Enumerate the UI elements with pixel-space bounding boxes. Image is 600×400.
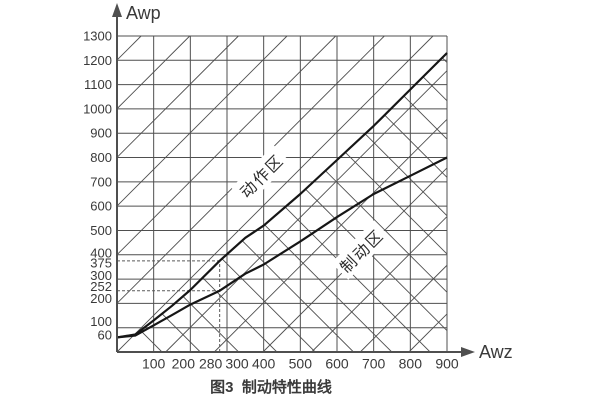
y-tick-label: 300 — [90, 268, 112, 283]
hatch-line-positive — [408, 313, 448, 353]
y-tick-label: 1000 — [83, 101, 112, 116]
x-tick-label: 400 — [252, 356, 276, 372]
y-tick-label: 200 — [90, 291, 112, 306]
hatch-line-positive — [116, 35, 191, 110]
x-tick-label: 500 — [289, 356, 313, 372]
y-tick-label: 1300 — [83, 29, 112, 44]
hatch-line-negative — [117, 53, 163, 352]
hatch-line-negative — [117, 53, 316, 352]
figure-caption: 图3 制动特性曲线 — [210, 379, 332, 396]
hatch-line-negative — [266, 53, 447, 352]
y-tick-label: 700 — [90, 174, 112, 189]
x-tick-label: 600 — [325, 356, 349, 372]
y-tick-label: 60 — [98, 327, 112, 342]
hatch-line-negative — [117, 53, 431, 352]
x-tick-label: 200 — [172, 356, 196, 372]
y-tick-label: 1100 — [84, 77, 112, 92]
axes — [112, 3, 475, 357]
x-axis-title: Awz — [479, 342, 513, 362]
y-tick-label: 500 — [90, 223, 112, 238]
y-tick-label: 600 — [90, 199, 112, 214]
x-tick-label: 300 — [225, 356, 249, 372]
y-axis-arrowhead — [112, 3, 122, 17]
hatch-line-positive — [116, 35, 288, 207]
hatch-line-positive — [116, 35, 434, 353]
y-axis-title: Awp — [126, 3, 161, 23]
x-axis-arrowhead — [461, 347, 475, 357]
hatch-line-positive — [116, 35, 142, 61]
hatch-line-negative — [228, 53, 447, 352]
hatch-line-positive — [116, 35, 337, 256]
hatch-line-negative — [305, 53, 447, 352]
upper-curve-action-boundary — [116, 52, 448, 339]
y-tick-label: 252 — [90, 279, 112, 294]
x-tick-labels: 100 200 280 300 400 500 600 700 800 900 — [142, 356, 459, 372]
hatch-line-positive — [213, 118, 448, 353]
grid-lines — [117, 35, 448, 352]
y-tick-label: 1200 — [83, 53, 112, 68]
hatch-line-positive — [165, 70, 448, 353]
y-tick-label: 900 — [90, 126, 112, 141]
hatch-line-positive — [116, 35, 239, 158]
x-tick-label: 800 — [399, 356, 423, 372]
lower-curve-braking-boundary — [116, 156, 448, 339]
hatch-line-positive — [359, 264, 448, 353]
y-tick-label: 375 — [90, 255, 112, 270]
diagonal-hatch-positive — [116, 35, 448, 353]
x-tick-label: 700 — [362, 356, 386, 372]
x-tick-label: 100 — [142, 356, 166, 372]
hatch-line-negative — [117, 53, 239, 352]
hatch-line-negative — [117, 53, 278, 352]
hatch-line-negative — [117, 53, 393, 352]
dashed-reference-lines — [117, 260, 221, 352]
y-tick-label: 100 — [90, 314, 112, 329]
y-tick-label: 400 — [90, 245, 112, 260]
x-tick-label: 900 — [435, 356, 459, 372]
hatch-line-positive — [311, 216, 448, 353]
hatch-line-negative — [381, 53, 447, 352]
y-tick-label: 800 — [90, 150, 112, 165]
x-tick-label: 280 — [199, 356, 223, 372]
